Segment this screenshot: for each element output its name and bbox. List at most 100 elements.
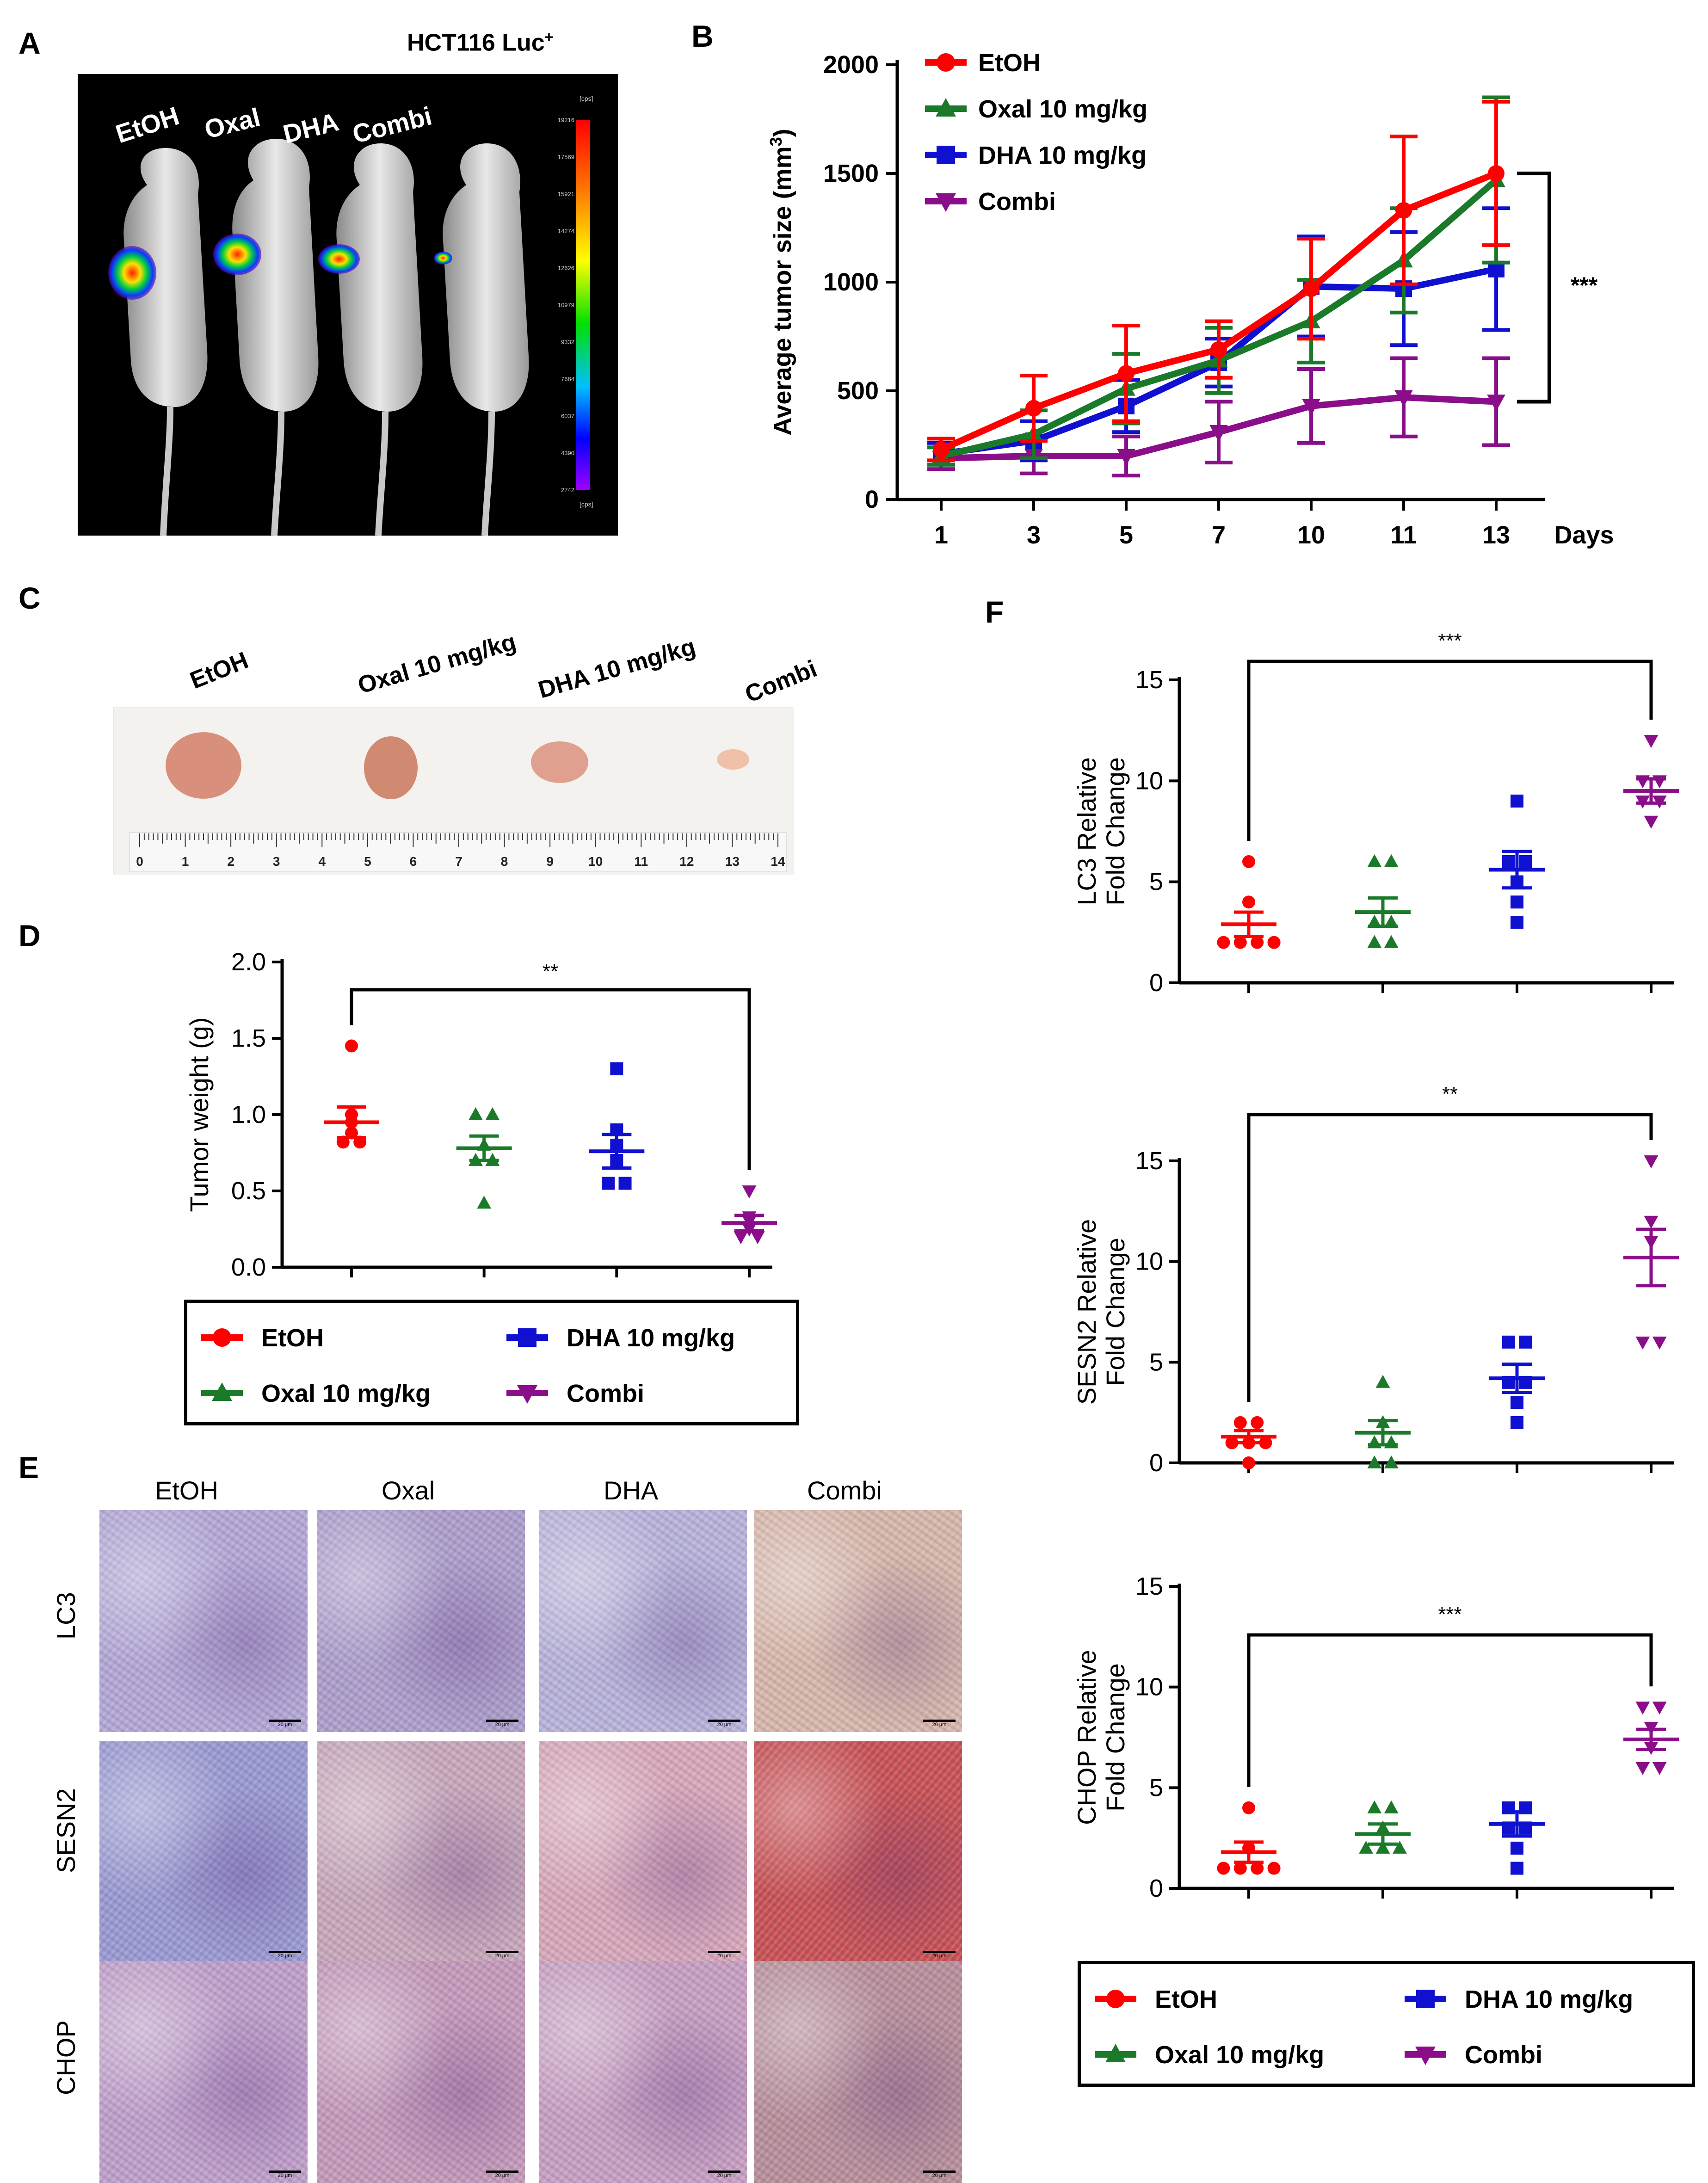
group-etoh xyxy=(324,1039,379,1149)
chart-d: 0.0 0.5 1.0 1.5 2.0 Tumor weight (g) ** xyxy=(185,948,777,1281)
color-scale-bar xyxy=(576,120,590,490)
y-tick-label: 15 xyxy=(1135,1147,1163,1175)
scale-bar: 20 μm xyxy=(923,1720,956,1727)
ihc-image-lc3-oxal: 20 μm xyxy=(317,1510,525,1732)
ihc-col-combi: Combi xyxy=(807,1476,882,1505)
scale-bar: 20 μm xyxy=(708,1951,740,1959)
y-tick-label: 1.5 xyxy=(231,1024,266,1052)
legend-label: DHA 10 mg/kg xyxy=(567,1324,735,1352)
chart-f1-plot: 0 5 10 15 LC3 Relative Fold Change *** xyxy=(1072,629,1679,997)
legend-marker xyxy=(936,193,956,212)
group-dha xyxy=(1489,1335,1545,1429)
chart-f3-plot: 0 5 10 15 CHOP Relative Fold Change *** xyxy=(1072,1572,1679,1902)
data-point xyxy=(1384,854,1399,867)
data-point xyxy=(1488,165,1505,182)
tumor-label-dha: DHA 10 mg/kg xyxy=(535,633,698,703)
data-point xyxy=(1511,1862,1523,1875)
x-tick-label: 11 xyxy=(1390,521,1417,549)
scale-bar-line xyxy=(923,1720,956,1722)
significance-label: ** xyxy=(543,960,558,983)
data-point xyxy=(610,1062,623,1075)
data-point xyxy=(1225,1436,1239,1449)
data-point xyxy=(1210,341,1227,358)
data-point xyxy=(1384,1800,1399,1813)
ruler-number: 10 xyxy=(588,854,603,869)
data-point xyxy=(1652,1336,1667,1350)
significance-bracket xyxy=(1247,1113,1653,1402)
ihc-grid: EtOH Oxal DHA Combi 20 μm 20 μm 20 μm 20 μm… xyxy=(99,1475,971,2183)
mouse-4 xyxy=(434,143,529,536)
legend-f: EtOH Oxal 10 mg/kg DHA 10 mg/kg Combi xyxy=(1078,1961,1695,2087)
data-point xyxy=(1242,895,1255,909)
chart-f3: 0 5 10 15 CHOP Relative Fold Change *** xyxy=(1072,1572,1679,1902)
legend-marker xyxy=(1105,2044,1126,2062)
data-point xyxy=(1251,1862,1264,1875)
data-point xyxy=(1644,815,1659,829)
legend-d: EtOH Oxal 10 mg/kg DHA 10 mg/kg Combi xyxy=(184,1300,799,1425)
legend-label: Combi xyxy=(1465,2041,1542,2069)
ihc-image-lc3-combi: 20 μm xyxy=(754,1510,962,1732)
chart-f2: 0 5 10 15 SESN2 Relative Fold Change ** xyxy=(1072,1083,1679,1477)
bioluminescence-image: [cps] [cps] 19216 17569 15921 14274 12626 109… xyxy=(78,74,618,536)
ihc-image-lc3-dha: 20 μm xyxy=(539,1510,747,1732)
data-point xyxy=(1375,1840,1390,1854)
ruler-number: 0 xyxy=(136,854,143,869)
tumor-oxal xyxy=(364,736,418,799)
data-point xyxy=(1511,795,1523,808)
ihc-image-sesn2-oxal: 20 μm xyxy=(317,1741,525,1963)
series-etoh xyxy=(927,99,1510,462)
y-tick-label: 15 xyxy=(1135,666,1163,694)
x-tick-label: 1 xyxy=(934,521,948,549)
data-point xyxy=(1267,936,1281,949)
data-point xyxy=(1233,1862,1247,1875)
scale-bar-label: 20 μm xyxy=(495,1722,510,1727)
data-point xyxy=(469,1107,483,1120)
y-tick-label: 0 xyxy=(865,486,879,513)
legend-f-graphic: EtOH Oxal 10 mg/kg DHA 10 mg/kg Combi xyxy=(1095,1986,1633,2069)
legend-marker xyxy=(1415,2047,1436,2065)
ihc-row-chop: CHOP xyxy=(51,2020,80,2095)
x-tick-label: 5 xyxy=(1119,521,1133,549)
x-tick-label: 7 xyxy=(1212,521,1226,549)
y-tick-label: 0.5 xyxy=(231,1177,266,1205)
ruler-ticks: 0 1 2 3 4 5 6 7 8 9 10 11 12 13 14 xyxy=(136,833,785,869)
data-point xyxy=(1384,935,1399,948)
scale-tick-label: 10979 xyxy=(558,302,574,308)
chart-f2-plot: 0 5 10 15 SESN2 Relative Fold Change ** xyxy=(1072,1083,1679,1477)
group-combi xyxy=(1623,1702,1679,1775)
mouse-label-combi: Combi xyxy=(350,101,435,148)
legend-marker xyxy=(517,1385,537,1404)
y-axis-title: Fold Change xyxy=(1101,757,1130,906)
panel-letter-c: C xyxy=(18,581,41,615)
significance-label: *** xyxy=(1571,272,1598,298)
data-point xyxy=(485,1107,500,1120)
y-axis-title: Fold Change xyxy=(1101,1238,1130,1386)
ruler-number: 9 xyxy=(546,854,554,869)
chart-d-plot: 0.0 0.5 1.0 1.5 2.0 Tumor weight (g) ** xyxy=(185,948,777,1281)
tumor-etoh xyxy=(166,732,241,799)
y-axis-title: CHOP Relative xyxy=(1072,1650,1101,1825)
ruler-number: 8 xyxy=(501,854,508,869)
significance-bracket xyxy=(1517,172,1551,404)
mouse-1 xyxy=(108,148,208,536)
x-tick-label: 10 xyxy=(1297,521,1325,549)
significance-label: ** xyxy=(1442,1083,1458,1105)
ihc-image-chop-combi: 20 μm xyxy=(754,1961,962,2183)
ihc-col-etoh: EtOH xyxy=(155,1476,218,1505)
group-dha xyxy=(1489,1801,1545,1875)
scale-tick-label: 17569 xyxy=(558,154,574,160)
panel-letter-b: B xyxy=(691,19,714,53)
data-point xyxy=(1375,1375,1390,1388)
mice-illustration: [cps] [cps] 19216 17569 15921 14274 12626 109… xyxy=(108,95,593,536)
panel-letter-a: A xyxy=(18,26,41,60)
data-point xyxy=(1511,895,1523,909)
data-point xyxy=(1118,365,1135,382)
ihc-image-chop-oxal: 20 μm xyxy=(317,1961,525,2183)
mouse-label-oxal: Oxal xyxy=(202,102,263,144)
tumor-label-combi: Combi xyxy=(741,655,821,708)
y-tick-label: 10 xyxy=(1135,767,1163,795)
y-tick-label: 1.0 xyxy=(231,1101,266,1128)
mouse-2 xyxy=(213,139,319,536)
data-point xyxy=(1384,1455,1399,1468)
